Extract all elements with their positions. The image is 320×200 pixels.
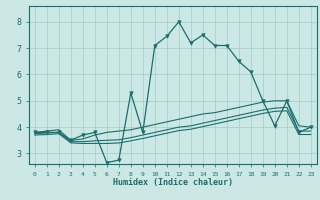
X-axis label: Humidex (Indice chaleur): Humidex (Indice chaleur) xyxy=(113,178,233,187)
